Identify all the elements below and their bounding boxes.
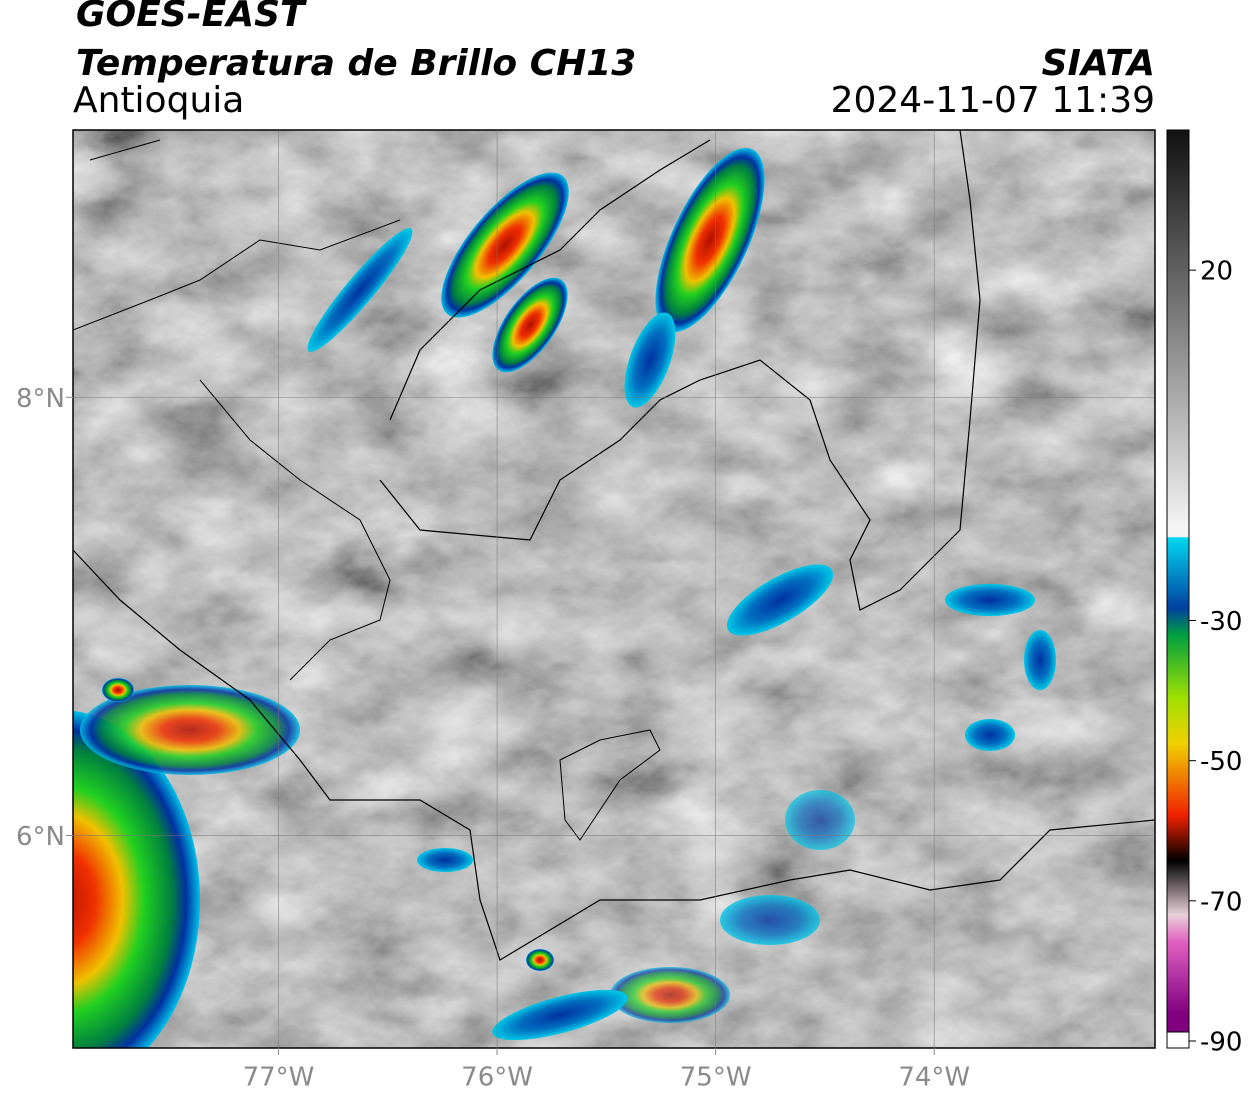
- cold-cloud: [1024, 630, 1056, 690]
- x-tick-label: 74°W: [898, 1063, 970, 1093]
- storm-cell: [102, 678, 134, 702]
- colorbar-tick-label: -90: [1200, 1027, 1242, 1057]
- x-tick-label: 75°W: [680, 1063, 752, 1093]
- border: [559, 729, 661, 841]
- colorbar-tick-label: 20: [1200, 257, 1233, 287]
- map-image: [73, 130, 1155, 1048]
- colorbar: [1167, 130, 1189, 1032]
- cold-cloud: [624, 312, 676, 408]
- cold-cloud: [307, 228, 413, 352]
- source: SIATA: [1042, 43, 1155, 84]
- map-frame: [72, 129, 1156, 1049]
- colorbar-tick-label: -70: [1200, 887, 1242, 917]
- border: [379, 130, 981, 611]
- datetime: 2024-11-07 11:39: [831, 80, 1155, 121]
- title: GOES-EAST: [76, 0, 307, 35]
- cold-cloud: [720, 895, 820, 945]
- border: [73, 549, 1155, 961]
- cold-cloud: [417, 848, 473, 872]
- cold-cloud: [965, 719, 1015, 751]
- x-tick-label: 76°W: [461, 1063, 533, 1093]
- storm-cell: [73, 710, 200, 1048]
- cold-cloud: [785, 790, 855, 850]
- storm-cell: [80, 685, 300, 775]
- storm-cell: [610, 967, 730, 1023]
- x-tick-label: 77°W: [243, 1063, 315, 1093]
- storm-cell: [492, 277, 568, 373]
- storm-cell: [655, 147, 765, 333]
- storm-cell: [441, 172, 569, 318]
- y-tick-label: 8°N: [16, 384, 65, 414]
- cold-cloud: [945, 584, 1035, 616]
- y-tick-label: 6°N: [16, 822, 65, 852]
- colorbar-under: [1166, 1031, 1190, 1049]
- colorbar-tick-label: -30: [1200, 607, 1242, 637]
- cold-cloud: [726, 564, 834, 636]
- coastline: [73, 139, 401, 681]
- subtitle: Temperatura de Brillo CH13: [76, 43, 636, 84]
- cold-cloud: [492, 989, 628, 1041]
- region: Antioquia: [73, 80, 244, 121]
- colorbar-tick-label: -50: [1200, 747, 1242, 777]
- colorbar-frame: [1166, 129, 1190, 1049]
- storm-cell: [526, 949, 554, 971]
